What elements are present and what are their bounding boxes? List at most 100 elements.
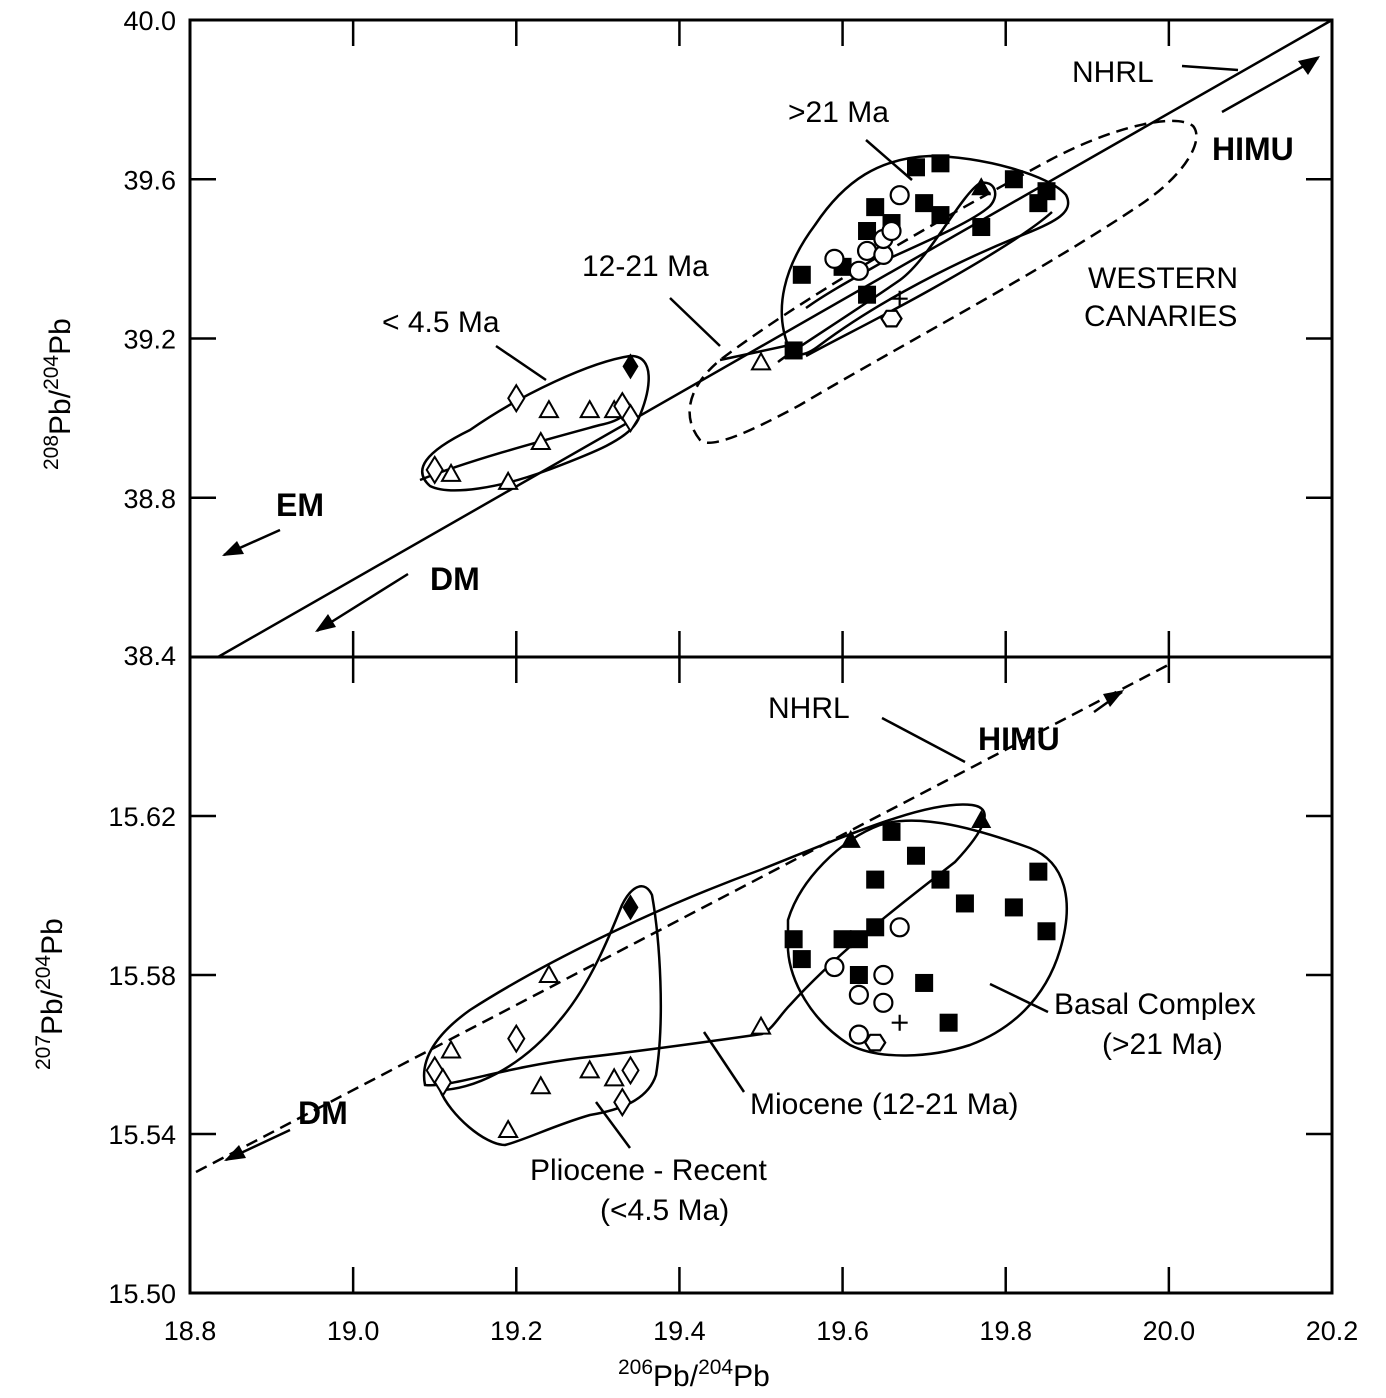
point-open-triangle	[578, 399, 601, 419]
top-nhrl-label: NHRL	[1072, 56, 1154, 89]
point-filled-diamond	[622, 894, 639, 921]
point-open-circle	[856, 240, 878, 262]
field-miocene-bottom	[422, 803, 986, 1087]
point-filled-square	[906, 158, 925, 177]
point-filled-square	[866, 198, 885, 217]
x-tick-label: 19.4	[653, 1316, 706, 1346]
y-tick-label: 39.6	[123, 165, 176, 195]
y-tick-label: 15.54	[108, 1120, 176, 1150]
point-filled-square	[792, 950, 811, 969]
top-nhrl-leader	[1181, 64, 1239, 72]
top-western-label-1: WESTERN	[1088, 262, 1238, 295]
leader-basal	[989, 982, 1049, 1014]
top-panel-frame	[188, 18, 1334, 659]
point-filled-square	[858, 285, 877, 304]
point-filled-square	[784, 930, 803, 949]
top-ma45-label: < 4.5 Ma	[382, 306, 500, 339]
x-tick-label: 19.6	[816, 1316, 869, 1346]
point-filled-triangle	[971, 809, 992, 828]
bottom-basal-label-1: Basal Complex	[1054, 988, 1256, 1021]
point-open-circle	[848, 260, 869, 281]
top-western-label-2: CANARIES	[1084, 300, 1237, 333]
bottom-nhrl-label: NHRL	[768, 692, 850, 725]
bottom-panel-points	[425, 809, 1056, 1139]
point-open-diamond	[507, 383, 526, 414]
leader-pliocene	[594, 1101, 632, 1149]
point-open-diamond	[507, 1023, 526, 1054]
arrow-himu-top	[1221, 56, 1319, 114]
point-filled-square	[1004, 170, 1023, 189]
point-filled-square	[931, 870, 950, 889]
top-dm-label: DM	[430, 561, 480, 597]
top-y-tick-labels: 38.4 38.8 39.2 39.6 40.0	[123, 6, 176, 671]
y-tick-label: 15.50	[108, 1279, 176, 1309]
top-ma21-label: >21 Ma	[788, 96, 889, 129]
point-filled-square	[882, 822, 901, 841]
arrow-dm-bottom-head	[224, 1145, 246, 1161]
arrow-dm-top-head	[315, 614, 336, 632]
point-filled-square	[972, 218, 991, 237]
point-open-triangle	[603, 1067, 625, 1087]
point-filled-square	[906, 846, 925, 865]
bottom-nhrl-line	[195, 662, 1171, 1174]
field-pliocene-bottom	[438, 885, 663, 1147]
point-plus	[891, 290, 908, 307]
point-filled-square	[849, 966, 868, 984]
point-open-triangle	[578, 1059, 601, 1079]
field-pliocene-top	[420, 354, 650, 492]
point-open-circle	[889, 185, 910, 206]
point-open-triangle	[750, 351, 772, 371]
bottom-himu-label: HIMU	[978, 721, 1060, 757]
point-filled-triangle	[971, 177, 992, 196]
top-panel-points	[425, 154, 1056, 490]
x-tick-label: 20.2	[1306, 1316, 1359, 1346]
y-tick-label: 15.58	[108, 961, 176, 991]
leader-ma21	[865, 139, 913, 181]
field-miocene-top-tail	[719, 343, 791, 362]
point-open-hexagon	[863, 1033, 887, 1052]
point-filled-square	[915, 194, 934, 213]
bottom-y-axis-label: 207Pb/204Pb	[32, 918, 69, 1070]
top-nhrl-line	[217, 18, 1333, 659]
point-open-diamond	[621, 403, 640, 434]
field-miocene-top-lower	[805, 211, 1053, 358]
bottom-panel-frame	[188, 655, 1334, 1295]
point-filled-square	[1037, 182, 1056, 201]
point-open-circle	[873, 992, 894, 1013]
point-open-triangle	[440, 462, 462, 482]
bottom-panel-outlines	[195, 662, 1171, 1174]
point-filled-square	[931, 206, 950, 225]
bottom-basal-label-2: (>21 Ma)	[1102, 1028, 1223, 1061]
point-open-circle	[848, 984, 869, 1005]
point-filled-diamond	[622, 353, 639, 380]
point-filled-square	[849, 930, 868, 949]
y-tick-label: 38.4	[123, 641, 176, 671]
field-western-canaries	[688, 119, 1198, 445]
point-filled-square	[858, 222, 877, 241]
point-open-diamond	[433, 1067, 453, 1098]
point-open-triangle	[538, 399, 560, 419]
bottom-pliocene-label-1: Pliocene - Recent	[530, 1154, 767, 1187]
bottom-y-tick-labels: 15.50 15.54 15.58 15.62	[108, 802, 176, 1309]
x-tick-label: 19.8	[979, 1316, 1032, 1346]
point-open-triangle	[530, 430, 552, 451]
point-filled-square	[1029, 862, 1048, 881]
point-open-circle	[824, 248, 845, 269]
top-em-label: EM	[276, 487, 324, 523]
point-open-hexagon	[880, 309, 903, 328]
point-open-triangle	[497, 470, 519, 490]
leader-ma45	[495, 344, 547, 382]
bottom-miocene-label: Miocene (12-21 Ma)	[750, 1088, 1018, 1121]
x-tick-label: 19.0	[327, 1316, 380, 1346]
top-y-axis-label: 208Pb/204Pb	[40, 318, 77, 470]
y-tick-label: 38.8	[123, 484, 176, 514]
point-open-triangle	[538, 963, 560, 983]
x-axis-label: 206Pb/204Pb	[618, 1356, 770, 1393]
point-open-diamond	[621, 1055, 640, 1086]
leader-miocene	[702, 1031, 746, 1093]
point-open-circle	[873, 964, 894, 986]
y-tick-label: 40.0	[123, 6, 176, 36]
field-basal-top	[780, 154, 1070, 356]
arrow-em-head	[222, 541, 244, 556]
